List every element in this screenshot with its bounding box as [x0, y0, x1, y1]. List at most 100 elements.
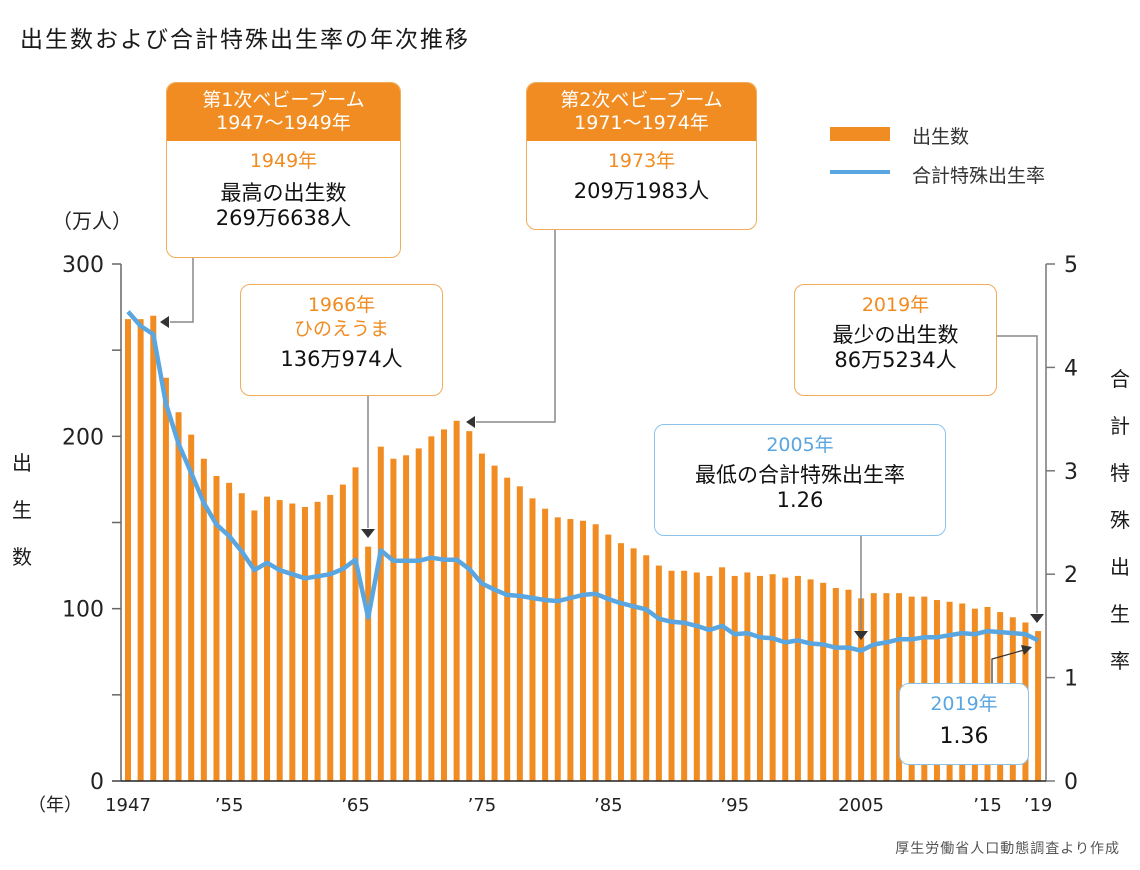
boom2-title: 第2次ベビーブーム [560, 89, 723, 111]
bar-1980 [542, 508, 549, 781]
bar-1979 [529, 498, 536, 781]
arrow-min-births [1030, 614, 1044, 623]
bar-1956 [238, 493, 245, 781]
right-tick-label: 5 [1064, 253, 1078, 278]
bar-1967 [377, 446, 384, 781]
right-tick-label: 2 [1064, 563, 1078, 588]
bar-1966 [365, 546, 372, 781]
bar-1999 [782, 577, 789, 781]
bar-1971 [428, 436, 435, 781]
bar-1947 [125, 319, 131, 781]
bar-2004 [845, 589, 852, 781]
left-tick-label: 100 [62, 598, 104, 623]
bar-2000 [794, 575, 801, 781]
source-note: 厚生労働省人口動態調査より作成 [895, 841, 1120, 857]
legend-label-births: 出生数 [912, 126, 970, 148]
bar-1983 [580, 520, 587, 781]
bar-1970 [415, 448, 422, 781]
bar-1986 [617, 543, 624, 781]
boom2-header: 第2次ベビーブーム 1971～1974年 [527, 83, 756, 141]
arrow-hinoeuma [361, 529, 375, 538]
bar-1974 [466, 431, 473, 781]
right-axis-char: 特 [1110, 461, 1130, 485]
right-axis-char: 殊 [1110, 508, 1130, 532]
left-axis-char: 生 [12, 498, 32, 522]
bar-1959 [276, 500, 283, 781]
annotation-tfr-2019: 2019年 1.36 [899, 683, 1029, 765]
right-axis-label: 合 計 特 殊 出 生 率 [1108, 356, 1132, 685]
bar-2003 [832, 587, 839, 781]
bar-1987 [630, 548, 637, 781]
bar-1982 [567, 519, 574, 781]
bar-1978 [516, 486, 523, 781]
tfr-2019-value: 1.36 [939, 724, 989, 749]
bar-2005 [858, 598, 865, 781]
leader-tfr-2019 [991, 649, 1025, 683]
bar-1952 [188, 434, 195, 781]
boom1-label: 最高の出生数 [220, 181, 347, 205]
left-axis-label: 出 生 数 [10, 440, 34, 581]
boom1-title: 第1次ベビーブーム [202, 89, 365, 111]
boom2-period: 1971～1974年 [574, 112, 709, 134]
bar-1957 [251, 510, 258, 781]
right-tick-label: 1 [1064, 667, 1078, 692]
bar-1992 [693, 572, 700, 781]
bar-1962 [314, 501, 321, 781]
x-tick-label: ’19 [1024, 795, 1053, 816]
annotation-boom2: 第2次ベビーブーム 1971～1974年 1973年 209万1983人 [526, 82, 757, 230]
leader-min-births [997, 335, 1038, 613]
bar-2006 [870, 593, 877, 781]
tfr-line [126, 310, 1040, 653]
arrow-min-tfr [854, 631, 868, 640]
annotation-min-births: 2019年 最少の出生数 86万5234人 [794, 284, 997, 396]
x-tick-label: ’75 [468, 795, 497, 816]
bar-2001 [807, 579, 814, 781]
bar-1965 [352, 467, 359, 781]
bar-1997 [757, 575, 763, 781]
min-tfr-year: 2005年 [766, 434, 834, 456]
bar-1964 [339, 484, 346, 781]
x-tick-label: 1947 [105, 795, 151, 816]
arrow-boom2 [466, 416, 475, 428]
right-tick-labels: 0 1 2 3 4 5 [1064, 253, 1078, 795]
bar-1995 [731, 575, 738, 781]
x-tick-label: ’55 [215, 795, 244, 816]
min-births-label: 最少の出生数 [832, 323, 959, 347]
bar-1948 [137, 319, 144, 781]
leader-boom2 [476, 230, 556, 423]
x-axis-unit: （年） [28, 795, 82, 816]
left-axis-char: 出 [12, 451, 32, 475]
right-axis-char: 出 [1110, 555, 1130, 579]
x-tick-label: ’85 [594, 795, 623, 816]
bar-1985 [605, 534, 612, 781]
chart-title: 出生数および合計特殊出生率の年次推移 [20, 27, 470, 53]
min-births-value: 86万5234人 [834, 348, 957, 372]
bar-1973 [453, 420, 460, 781]
left-axis-unit: （万人） [52, 209, 132, 233]
right-axis-char: 生 [1110, 602, 1130, 626]
left-tick-label: 200 [62, 425, 104, 450]
bar-2008 [896, 593, 903, 781]
min-tfr-value: 1.26 [776, 488, 824, 512]
bar-1975 [478, 453, 485, 781]
bar-1972 [441, 429, 447, 781]
hinoeuma-value: 136万974人 [280, 347, 403, 371]
bar-1998 [769, 574, 776, 781]
left-axis-char: 数 [12, 545, 32, 569]
bar-1955 [226, 482, 233, 781]
legend-swatch-births [830, 127, 890, 141]
bar-1951 [175, 412, 182, 781]
boom2-year: 1973年 [607, 150, 676, 172]
x-tick-label: ’15 [973, 795, 1002, 816]
bar-1981 [554, 517, 561, 781]
right-axis-char: 合 [1110, 367, 1130, 391]
annotation-min-tfr: 2005年 最低の合計特殊出生率 1.26 [654, 424, 946, 536]
axes [112, 263, 1055, 782]
bar-1953 [200, 458, 207, 781]
bar-1954 [213, 475, 220, 781]
right-tick-label: 3 [1064, 460, 1078, 485]
bar-1977 [504, 477, 511, 781]
legend-swatch-tfr [830, 170, 890, 174]
left-tick-label: 300 [62, 253, 104, 278]
bar-1993 [706, 575, 713, 781]
